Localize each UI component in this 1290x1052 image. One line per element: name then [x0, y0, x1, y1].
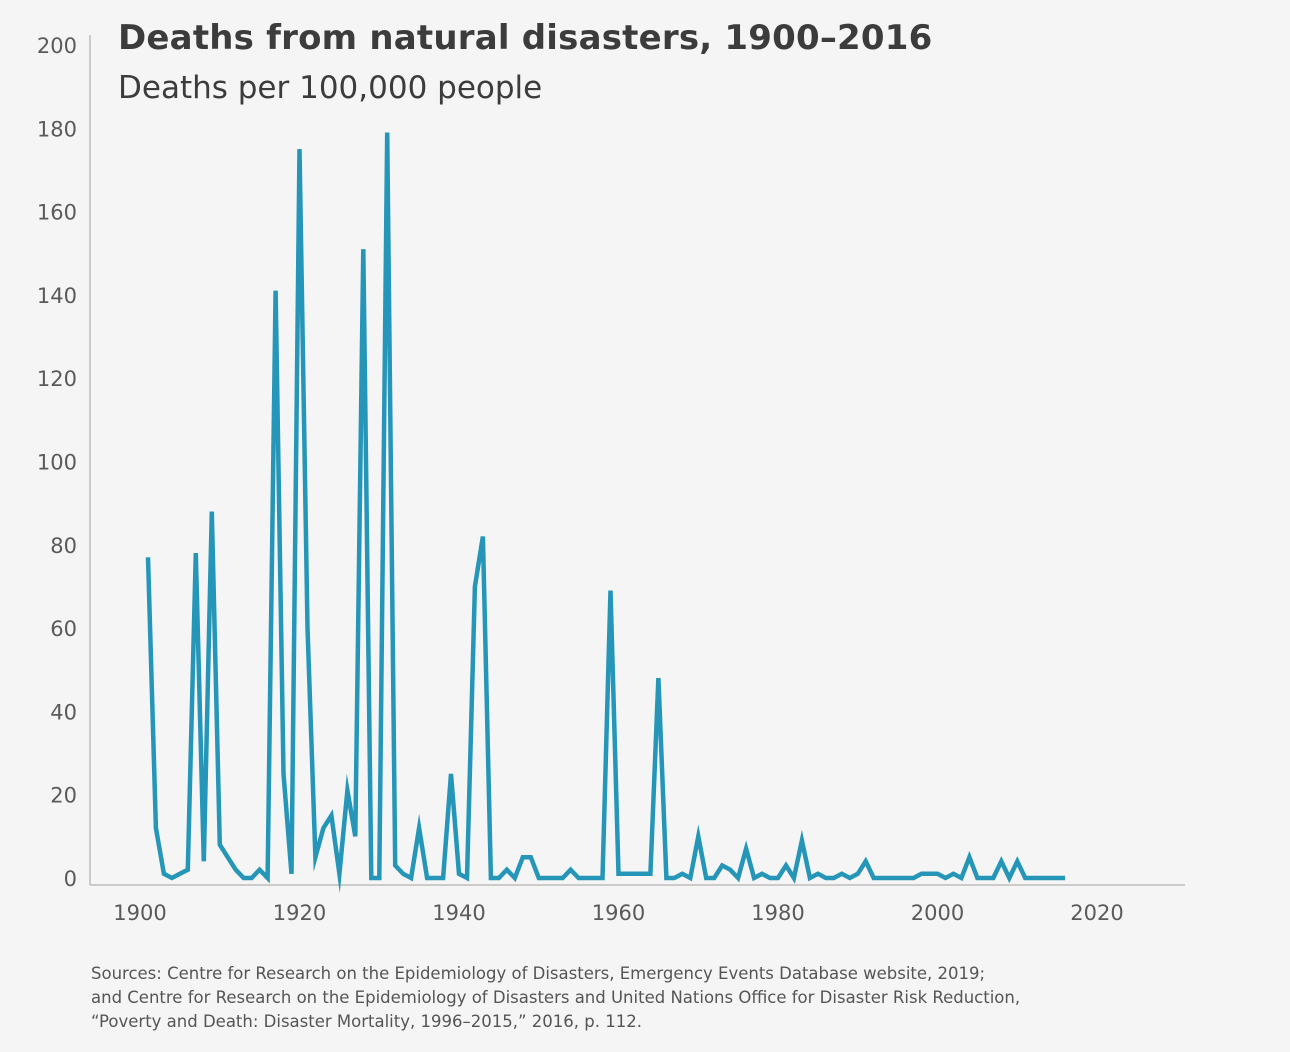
- y-tick-label: 100: [37, 451, 77, 475]
- y-tick-label: 20: [50, 784, 77, 808]
- x-tick-label: 2000: [911, 901, 964, 925]
- y-tick-label: 0: [64, 867, 77, 891]
- y-tick-label: 180: [37, 117, 77, 141]
- y-tick-label: 40: [50, 700, 77, 724]
- chart-subtitle: Deaths per 100,000 people: [118, 70, 543, 106]
- sources-line-2: and Centre for Research on the Epidemiol…: [91, 988, 1021, 1007]
- x-tick-label: 1920: [273, 901, 326, 925]
- x-tick-label: 2020: [1070, 901, 1123, 925]
- x-tick-label: 1960: [592, 901, 645, 925]
- x-tick-label: 1900: [113, 901, 166, 925]
- y-tick-label: 160: [37, 201, 77, 225]
- x-tick-label: 1980: [751, 901, 804, 925]
- sources-note: Sources: Centre for Research on the Epid…: [91, 962, 1271, 1034]
- series-line: [145, 132, 1066, 894]
- chart-title: Deaths from natural disasters, 1900–2016: [118, 18, 933, 58]
- y-tick-label: 120: [37, 367, 77, 391]
- y-tick-label: 80: [50, 534, 77, 558]
- y-tick-label: 200: [37, 34, 77, 58]
- sources-line-3: “Poverty and Death: Disaster Mortality, …: [91, 1012, 642, 1031]
- sources-line-1: Sources: Centre for Research on the Epid…: [91, 964, 986, 983]
- x-tick-label: 1940: [432, 901, 485, 925]
- y-tick-label: 140: [37, 284, 77, 308]
- y-tick-label: 60: [50, 617, 77, 641]
